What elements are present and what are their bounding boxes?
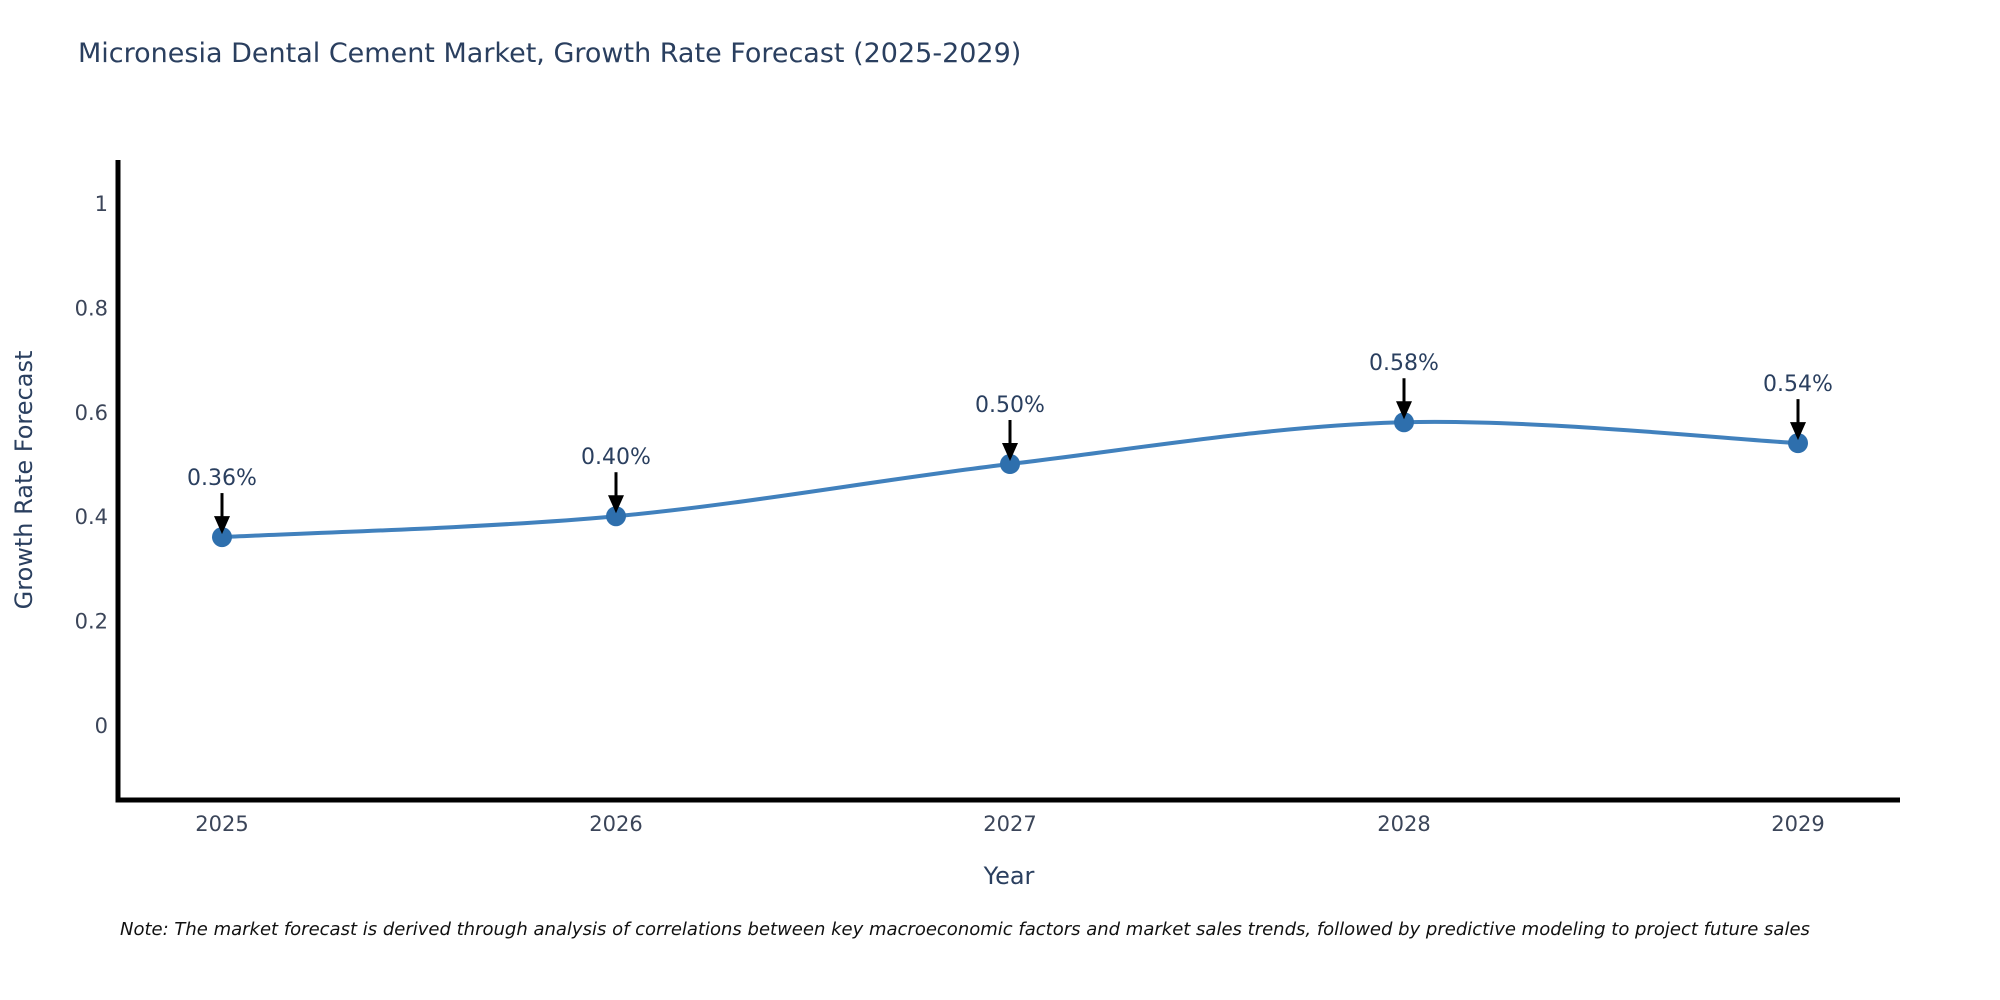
annotation-arrow-head: [1396, 401, 1412, 420]
y-tick-label: 0.8: [75, 296, 108, 320]
data-point-marker: [606, 506, 626, 527]
point-annotations: 0.36% 0.40% 0.50% 0.58% 0.54%: [187, 351, 1833, 535]
y-tick-label: 0.4: [75, 505, 108, 529]
y-tick-label: 0.6: [75, 401, 108, 425]
y-tick-label: 0.2: [75, 610, 108, 634]
chart-title: Micronesia Dental Cement Market, Growth …: [78, 38, 1022, 69]
annotation-arrow-head: [608, 495, 624, 514]
footnote: Note: The market forecast is derived thr…: [120, 919, 1810, 940]
x-tick-label: 2028: [1377, 812, 1430, 836]
data-point-marker: [212, 527, 232, 548]
data-point-marker: [1394, 412, 1414, 433]
x-tick-label: 2026: [589, 812, 642, 836]
x-tick-labels: 2025 2026 2027 2028 2029: [195, 812, 1824, 836]
annotation-arrow-head: [214, 516, 230, 535]
annotation-arrow-head: [1002, 443, 1018, 461]
point-value-label: 0.54%: [1763, 372, 1833, 397]
annotation-arrow-head: [1790, 422, 1806, 441]
x-tick-label: 2025: [195, 812, 248, 836]
y-tick-label: 1: [95, 192, 108, 216]
x-tick-label: 2029: [1771, 812, 1824, 836]
point-value-label: 0.50%: [975, 393, 1045, 418]
y-tick-labels: 0 0.2 0.4 0.6 0.8 1: [75, 192, 108, 738]
point-value-label: 0.36%: [187, 466, 257, 491]
data-point-marker: [1788, 433, 1808, 454]
y-tick-label: 0: [95, 714, 108, 738]
point-value-label: 0.58%: [1369, 351, 1439, 376]
x-axis-title: Year: [983, 862, 1035, 890]
x-tick-label: 2027: [983, 812, 1036, 836]
data-point-marker: [1000, 454, 1020, 474]
point-value-label: 0.40%: [581, 445, 651, 470]
series-markers: [212, 412, 1808, 548]
